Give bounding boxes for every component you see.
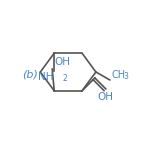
Text: CH: CH: [112, 70, 126, 80]
Text: 2: 2: [62, 74, 67, 83]
Text: 3: 3: [124, 72, 128, 81]
Text: NH: NH: [38, 72, 53, 82]
Text: (b): (b): [23, 70, 38, 80]
Text: OH: OH: [54, 57, 70, 67]
Text: OH: OH: [98, 92, 114, 102]
